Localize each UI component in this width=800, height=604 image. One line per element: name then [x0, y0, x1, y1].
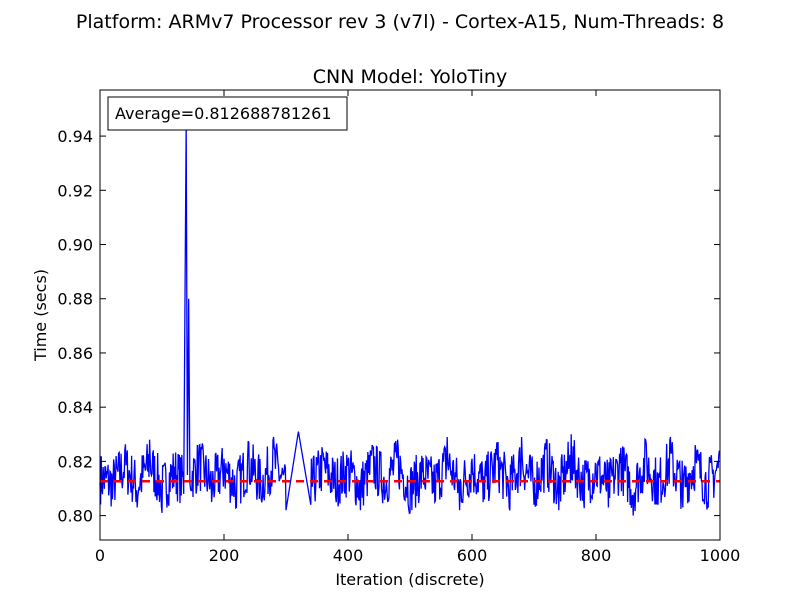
- average-annotation: Average=0.812688781261: [115, 104, 332, 123]
- figure-suptitle: Platform: ARMv7 Processor rev 3 (v7l) - …: [76, 11, 724, 33]
- chart-title: CNN Model: YoloTiny: [313, 66, 507, 88]
- iteration-time-series: [99, 122, 721, 516]
- x-tick-label: 600: [457, 546, 488, 565]
- plot-frame: [99, 89, 721, 541]
- y-tick-label: 0.82: [57, 452, 93, 471]
- y-tick-label: 0.86: [57, 344, 93, 363]
- y-tick-label: 0.80: [57, 507, 93, 526]
- y-tick-label: 0.88: [57, 290, 93, 309]
- x-tick-label: 200: [209, 546, 240, 565]
- x-axis-label: Iteration (discrete): [335, 570, 484, 589]
- y-tick-label: 0.84: [57, 398, 93, 417]
- y-tick-label: 0.94: [57, 127, 93, 146]
- series-layer: [99, 122, 721, 516]
- ticks-layer: 0 200 400 600 800 1000 0.80 0.82 0.84 0.86 0.88 0.9…: [57, 90, 740, 565]
- y-tick-label: 0.90: [57, 236, 93, 255]
- x-tick-label: 0: [95, 546, 105, 565]
- y-tick-label: 0.92: [57, 181, 93, 200]
- x-tick-label: 400: [333, 546, 364, 565]
- average-legend-box: Average=0.812688781261: [107, 96, 348, 131]
- y-axis-label: Time (secs): [31, 269, 50, 362]
- x-tick-label: 1000: [700, 546, 741, 565]
- average-box-frame: [107, 96, 348, 131]
- x-tick-label: 800: [581, 546, 612, 565]
